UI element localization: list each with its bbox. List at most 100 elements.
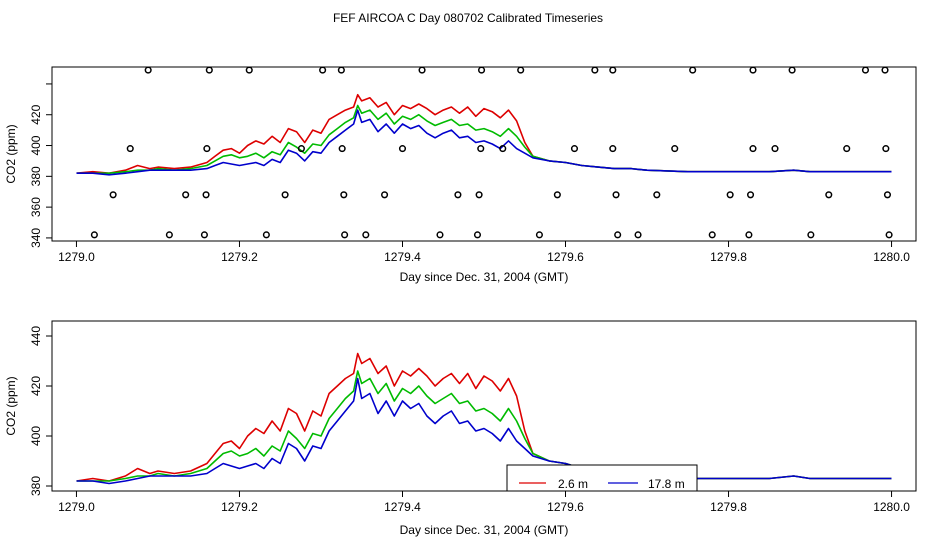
top-series [76, 93, 892, 176]
flag-marker [671, 145, 679, 153]
flag-marker [726, 191, 734, 199]
flag-marker [144, 66, 152, 74]
bottom-y-axis: 380 400 420 440 [29, 326, 53, 496]
flag-marker [319, 66, 327, 74]
flag-marker [341, 231, 349, 239]
top-flags [90, 66, 893, 239]
top-y-label: CO2 (ppm) [4, 124, 18, 183]
bottom-x-label: Day since Dec. 31, 2004 (GMT) [400, 523, 569, 537]
flag-marker [418, 66, 426, 74]
flag-marker [825, 191, 833, 199]
bottom-y-tick-label: 440 [29, 326, 43, 346]
flag-marker [245, 66, 253, 74]
top-x-label: Day since Dec. 31, 2004 (GMT) [400, 270, 569, 284]
flag-marker [205, 66, 213, 74]
flag-marker [203, 145, 211, 153]
top-x-tick-label: 1279.2 [221, 250, 258, 264]
flag-marker [338, 145, 346, 153]
top-x-tick-label: 1279.6 [547, 250, 584, 264]
flag-marker [517, 66, 525, 74]
flag-marker [165, 231, 173, 239]
flag-marker [454, 191, 462, 199]
top-x-tick-label: 1279.4 [384, 250, 421, 264]
flag-marker [337, 66, 345, 74]
bottom-y-tick-label: 420 [29, 376, 43, 396]
flag-marker [612, 191, 620, 199]
legend: 2.6 m 17.8 m [506, 464, 698, 492]
top-y-tick-label: 420 [29, 104, 43, 124]
flag-marker [653, 191, 661, 199]
bottom-y-label: CO2 (ppm) [4, 376, 18, 435]
flag-marker [788, 66, 796, 74]
flag-marker [126, 145, 134, 153]
flag-marker [202, 191, 210, 199]
top-series-red-line [76, 93, 892, 174]
flag-marker [381, 191, 389, 199]
bottom-series-green-line [76, 370, 892, 482]
flag-marker [591, 66, 599, 74]
flag-marker [746, 191, 755, 199]
top-series-green-line [76, 104, 892, 174]
flag-marker [90, 231, 98, 239]
flag-marker [749, 145, 757, 153]
flag-marker [362, 231, 370, 239]
flag-marker [609, 66, 617, 74]
flag-marker [843, 145, 851, 153]
top-x-axis: 1279.0 1279.2 1279.4 1279.6 1279.8 1280.0 [58, 240, 910, 264]
flag-marker [340, 191, 348, 199]
bottom-x-tick-label: 1279.4 [384, 500, 421, 514]
flag-marker [477, 145, 485, 153]
flag-marker [436, 231, 444, 239]
flag-marker [689, 66, 697, 74]
figure-title: FEF AIRCOA C Day 080702 Calibrated Times… [333, 11, 603, 25]
bottom-panel: 1279.0 1279.2 1279.4 1279.6 1279.8 1280.0 380… [4, 320, 917, 537]
top-x-tick-label: 1279.0 [58, 250, 95, 264]
flag-marker [861, 66, 870, 74]
legend-label-2-6m: 2.6 m [558, 477, 588, 491]
bottom-plot-frame [51, 320, 917, 492]
flag-marker [881, 66, 889, 74]
flag-marker [535, 231, 543, 239]
top-y-axis: 340 360 380 400 420 [29, 83, 53, 248]
flag-marker [609, 145, 617, 153]
legend-label-17-8m: 17.8 m [648, 477, 685, 491]
flag-marker [749, 66, 757, 74]
flag-marker [398, 145, 407, 153]
bottom-series-red-line [76, 352, 892, 482]
bottom-x-axis: 1279.0 1279.2 1279.4 1279.6 1279.8 1280.0 [58, 490, 910, 514]
flag-marker [473, 231, 482, 239]
flag-marker [771, 145, 779, 153]
bottom-y-tick-label: 380 [29, 476, 43, 496]
flag-marker [109, 191, 117, 199]
bottom-x-tick-label: 1280.0 [873, 500, 910, 514]
bottom-series [76, 352, 892, 485]
flag-marker [570, 145, 579, 153]
top-series-blue-line [76, 109, 892, 176]
flag-marker [708, 231, 716, 239]
flag-marker [882, 145, 890, 153]
flag-marker [634, 231, 642, 239]
top-plot-frame [51, 66, 917, 242]
bottom-x-tick-label: 1279.0 [58, 500, 95, 514]
bottom-x-tick-label: 1279.6 [547, 500, 584, 514]
legend-box [506, 464, 698, 492]
flag-marker [885, 231, 893, 239]
top-panel: 1279.0 1279.2 1279.4 1279.6 1279.8 1280.0 340… [4, 66, 917, 284]
flag-marker [478, 66, 486, 74]
bottom-x-tick-label: 1279.8 [710, 500, 747, 514]
flag-marker [614, 231, 622, 239]
flag-marker [553, 191, 561, 199]
bottom-y-tick-label: 400 [29, 426, 43, 446]
top-x-tick-label: 1279.8 [710, 250, 747, 264]
flag-marker [281, 191, 289, 199]
flag-marker [200, 231, 208, 239]
flag-marker [807, 231, 815, 239]
flag-marker [745, 231, 753, 239]
top-x-tick-label: 1280.0 [873, 250, 910, 264]
flag-marker [883, 191, 892, 199]
top-y-tick-label: 340 [29, 228, 43, 248]
top-y-tick-label: 380 [29, 166, 43, 186]
flag-marker [297, 145, 305, 153]
flag-marker [499, 145, 507, 153]
